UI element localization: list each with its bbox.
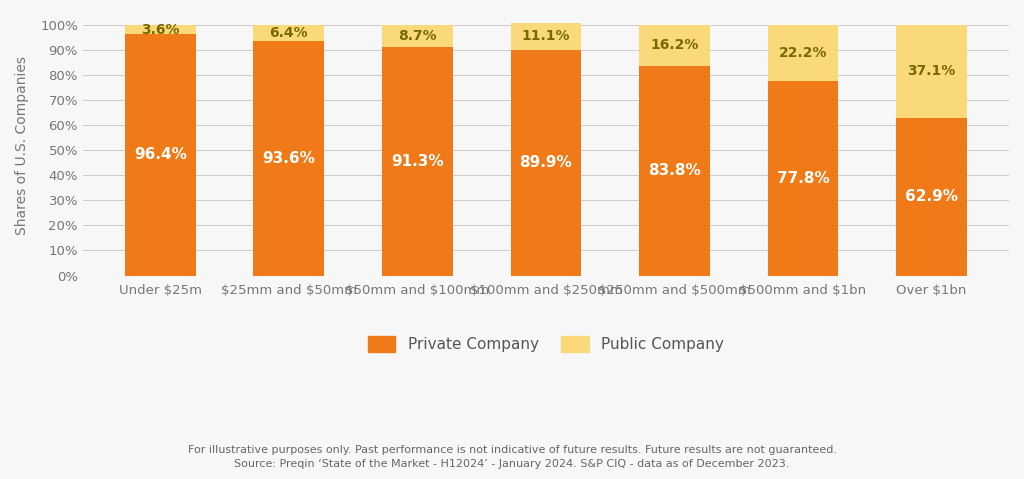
Bar (254, 41, 325, 275)
Text: 62.9%: 62.9% (905, 189, 958, 204)
Bar (896, 118, 967, 275)
Text: 3.6%: 3.6% (141, 23, 179, 36)
Bar (639, 66, 710, 275)
Text: 96.4%: 96.4% (134, 147, 186, 162)
Bar (768, 80, 839, 275)
Text: 8.7%: 8.7% (398, 29, 436, 43)
Text: 16.2%: 16.2% (650, 38, 698, 52)
Text: 6.4%: 6.4% (269, 26, 308, 40)
Text: 93.6%: 93.6% (262, 151, 315, 166)
Text: 22.2%: 22.2% (779, 46, 827, 60)
Bar (125, 34, 196, 275)
Bar (254, 25, 325, 41)
Bar (768, 25, 839, 80)
Bar (125, 25, 196, 34)
Bar (511, 50, 582, 275)
Legend: Private Company, Public Company: Private Company, Public Company (361, 330, 730, 358)
Text: 77.8%: 77.8% (776, 171, 829, 185)
Text: 89.9%: 89.9% (519, 155, 572, 171)
Bar (382, 47, 453, 275)
Text: 11.1%: 11.1% (521, 29, 570, 44)
Y-axis label: Shares of U.S. Companies: Shares of U.S. Companies (15, 56, 29, 235)
Text: 83.8%: 83.8% (648, 163, 700, 178)
Bar (639, 25, 710, 66)
Bar (896, 25, 967, 118)
Text: Source: Preqin ‘State of the Market - H12024’ - January 2024. S&P CIQ - data as : Source: Preqin ‘State of the Market - H1… (234, 459, 790, 469)
Bar (382, 25, 453, 47)
Text: 37.1%: 37.1% (907, 65, 955, 79)
Bar (511, 23, 582, 50)
Text: For illustrative purposes only. Past performance is not indicative of future res: For illustrative purposes only. Past per… (187, 445, 837, 455)
Text: 91.3%: 91.3% (391, 154, 443, 169)
